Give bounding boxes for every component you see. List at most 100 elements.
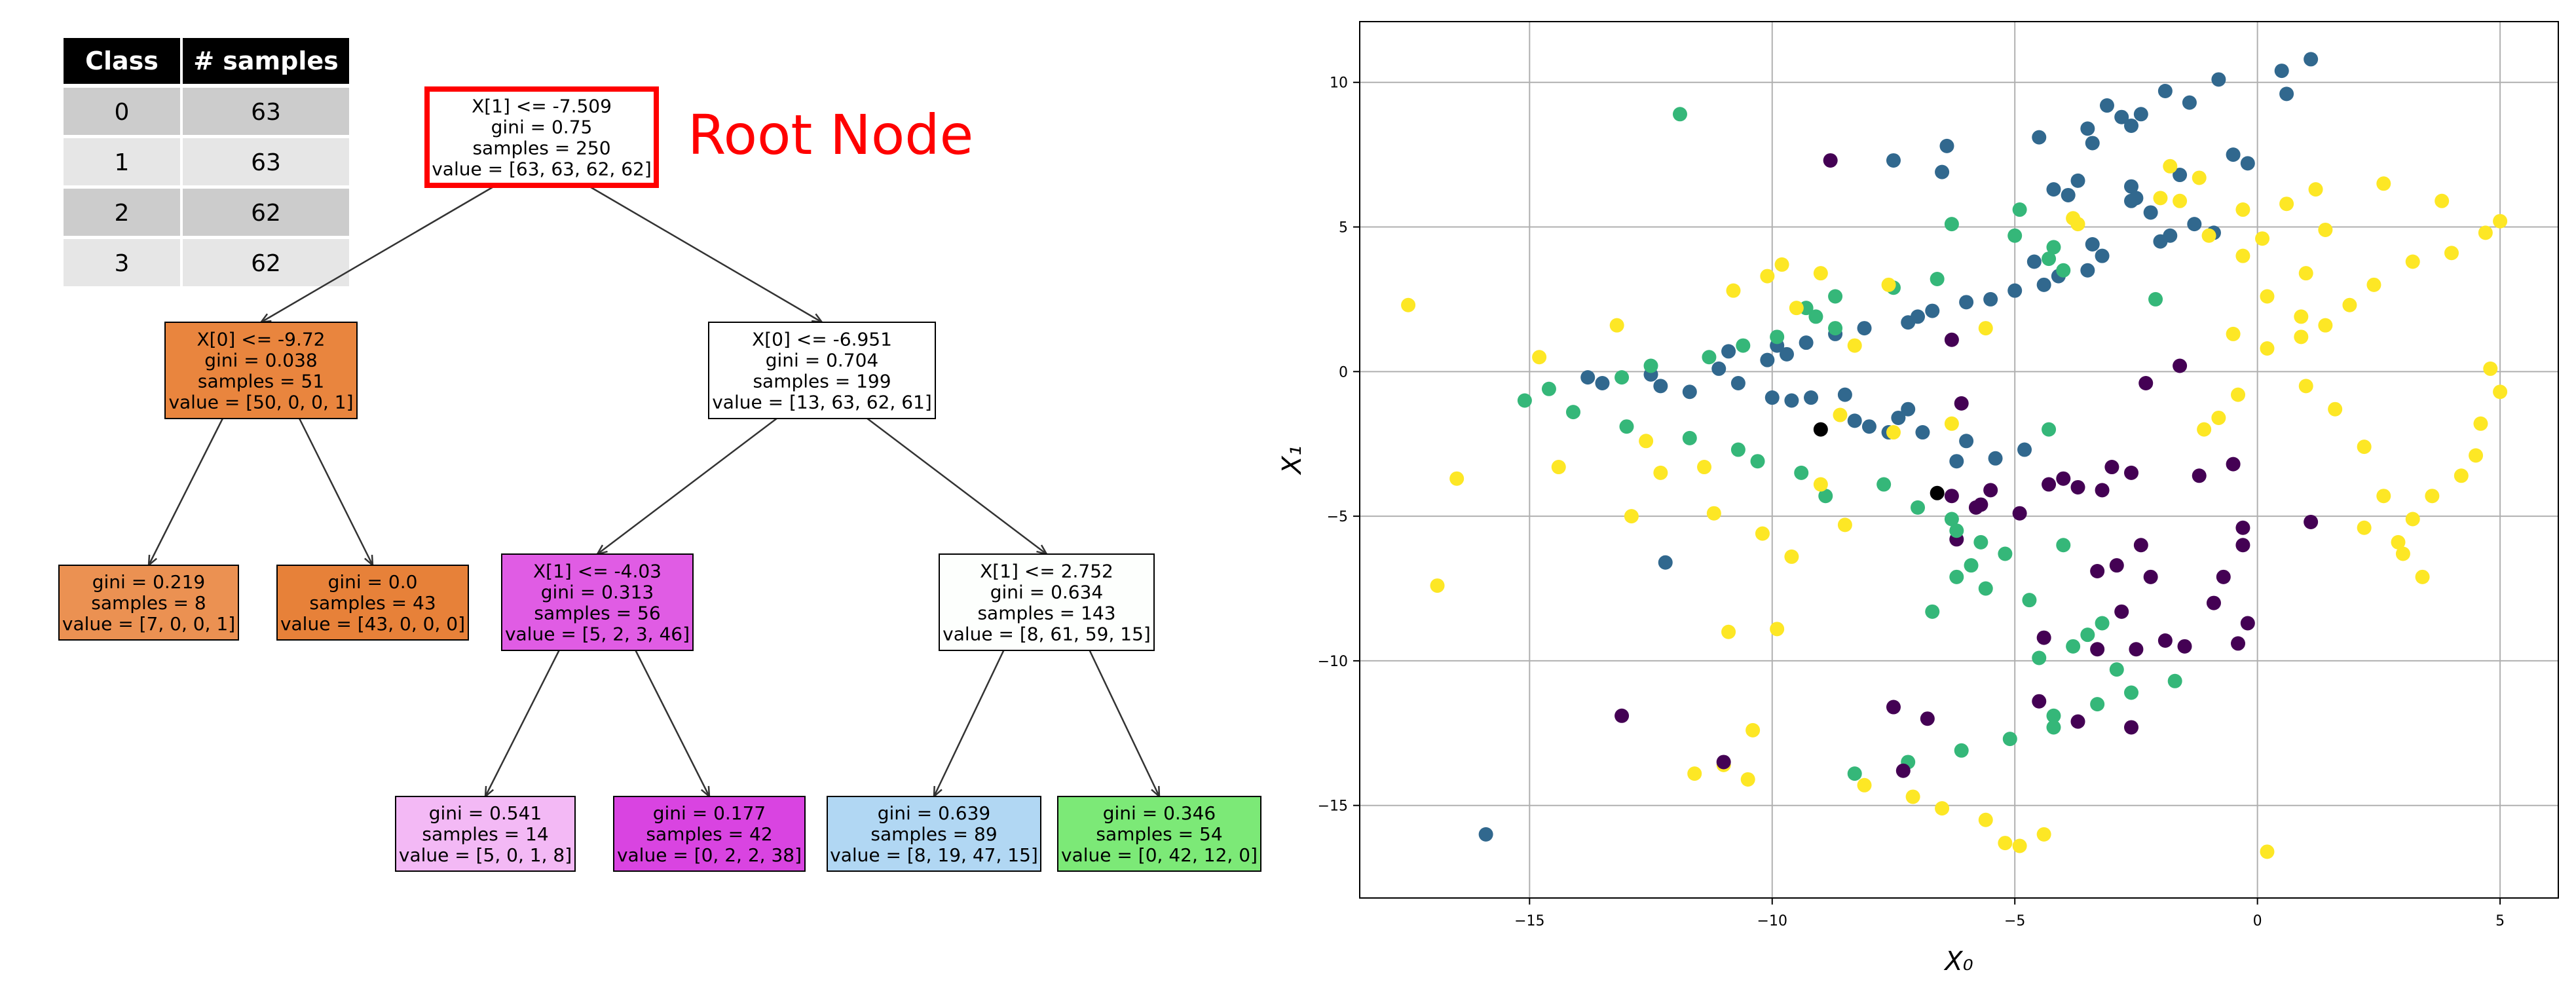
scatter-point-class-3 [1745,722,1761,738]
scatter-point-class-2 [1682,430,1697,445]
scatter-point-class-2 [1808,309,1823,324]
tree-node-box [276,565,469,641]
scatter-point-class-3 [1998,836,2013,851]
scatter-point-class-0 [2042,477,2057,492]
scatter-point-class-2 [1517,393,1532,408]
scatter-point-class-3 [2376,489,2391,504]
scatter-point-class-2 [1828,289,1843,304]
scatter-point-class-2 [2022,593,2037,608]
scatter-point-class-0 [2192,468,2207,483]
scatter-point-class-2 [2124,685,2139,700]
scatter-point-class-1 [1760,352,1775,367]
y-tick-label: 0 [1339,364,1348,381]
scatter-point-class-1 [2133,107,2148,122]
scatter-point-class-1 [1784,393,1799,408]
scatter-point-class-2 [1619,419,1634,434]
scatter-point-class-2 [1541,381,1556,396]
scatter-point-class-0 [2070,479,2085,495]
scatter-point-class-3 [2357,439,2372,455]
scatter-point-class-3 [2260,844,2275,859]
table-row-0-class: 0 [115,99,130,126]
scatter-point-class-1 [2240,156,2255,171]
scatter-point-class-2 [1944,512,1959,527]
root-node-label: Root Node [688,103,973,167]
tree-node-box [613,796,806,872]
scatter-point-class-2 [1847,766,1862,781]
scatter-point-class-1 [2085,136,2100,151]
scatter-point-class-3 [1770,622,1785,637]
table-row-2-class-cell [64,189,180,236]
y-tick-label: −5 [1327,509,1348,525]
scatter-point-class-2 [2080,627,2095,643]
scatter-point-class-0 [2177,639,2192,654]
table-row-3-samples-cell [183,239,349,286]
scatter-point-class-3 [1881,277,1896,292]
scatter-point-class-2 [1930,272,1945,287]
table-row-1-samples-cell [183,138,349,185]
x-tick-label: −5 [2004,913,2025,929]
scatter-point-class-3 [2036,827,2051,842]
scatter-point-class-1 [2080,263,2095,278]
scatter-point-class-3 [2260,289,2275,304]
scatter-point-class-1 [1580,370,1596,385]
scatter-point-class-2 [1565,405,1580,420]
scatter-point-class-3 [1609,318,1624,333]
scatter-point-class-2 [1949,569,1964,584]
scatter-point-class-1 [1857,321,1872,336]
scatter-point-class-1 [2032,130,2047,145]
table-row-1-class: 1 [115,149,130,176]
scatter-point-class-1 [2061,187,2076,202]
tree-edge-arrowhead [811,313,824,324]
scatter-point-class-2 [2167,673,2182,688]
tree-node-text: value = [13, 63, 62, 61] [712,392,932,413]
x-tick-label: −15 [1514,913,1544,929]
scatter-point-class-0 [1920,711,1935,726]
scatter-point-class-3 [2454,468,2469,483]
scatter-point-class-1 [1959,295,1974,310]
scatter-point-class-2 [1615,370,1630,385]
scatter-point-class-1 [1935,164,1950,179]
scatter-point-class-1 [1658,555,1673,570]
scatter-point-class-3 [2298,379,2313,394]
scatter-grid [1360,22,2558,898]
scatter-point-class-3 [2173,193,2188,208]
scatter-point-class-2 [1770,329,1785,345]
scatter-point-class-3 [1774,257,1789,272]
scatter-point-class-2 [1672,107,1687,122]
scatter-point-class-2 [1978,581,1993,596]
scatter-point-class-0 [1895,763,1911,778]
tree-node-text: value = [7, 0, 0, 1] [62,613,235,635]
scatter-point-class-0 [1944,332,1959,347]
table-row-3-samples: 62 [251,250,281,277]
scatter-point-class-2 [2042,252,2057,267]
scatter-point-class-0 [2124,465,2139,480]
scatter-point-class-3 [2328,402,2343,417]
tree-node-text: samples = 250 [472,138,610,159]
scatter-point-class-1 [2114,109,2129,124]
scatter-point-class-3 [2298,266,2313,281]
scatter-point-class-0 [2070,714,2085,729]
scatter-point-class-3 [1706,506,1721,521]
scatter-point-class-3 [1755,526,1770,541]
tree-node-box [58,565,239,641]
table-header-samples: # samples [193,47,339,75]
scatter-point-class-0 [2138,375,2154,390]
scatter-point-class-3 [2391,534,2406,550]
tree-node-text: samples = 14 [422,823,548,845]
scatter-point-class-2 [1730,442,1745,457]
scatter-point-class-3 [2211,410,2226,425]
scatter-point-class-3 [2260,341,2275,356]
scatter-point-class-1 [1925,303,1940,318]
scatter-point-class-1 [2036,277,2051,292]
scatter-point-class-3 [1449,471,1465,486]
scatter-point-class-2 [2046,708,2061,723]
scatter-point-class-undefined [1930,485,1945,500]
scatter-point-class-1 [1891,410,1906,425]
scatter-point-class-0 [1615,708,1630,723]
